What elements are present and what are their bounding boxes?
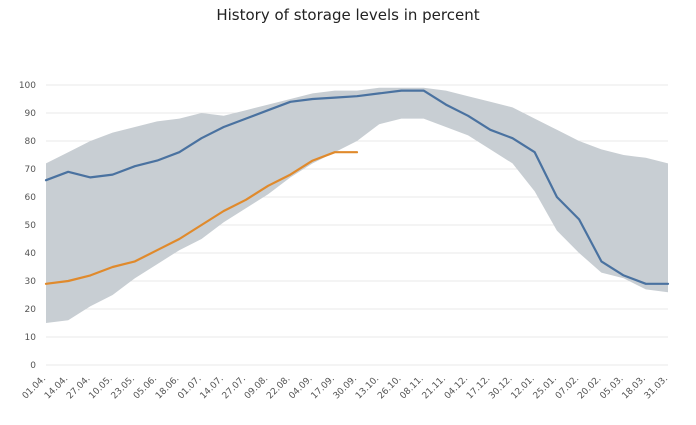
x-tick-label: 14.04.	[43, 374, 70, 401]
data-point	[200, 224, 203, 226]
x-tick-label: 22.08.	[265, 374, 292, 401]
x-tick-label: 01.04.	[21, 374, 48, 401]
data-point	[311, 159, 314, 162]
x-tick-label: 08.11.	[398, 374, 425, 401]
data-point	[134, 165, 136, 167]
y-tick-label: 100	[19, 81, 36, 91]
data-point	[222, 210, 225, 212]
data-point	[111, 266, 114, 268]
chart-title: History of storage levels in percent	[216, 6, 480, 24]
x-tick-label: 07.02.	[554, 374, 581, 401]
data-point	[467, 115, 469, 117]
x-tick-label: 30.12.	[487, 374, 514, 401]
y-tick-label: 80	[25, 137, 37, 147]
data-point	[378, 92, 381, 95]
y-tick-label: 60	[25, 193, 37, 203]
data-point	[533, 151, 536, 153]
data-point	[134, 260, 136, 263]
data-point	[67, 280, 69, 282]
data-point	[178, 238, 181, 240]
x-tick-label: 05.03.	[598, 374, 625, 401]
data-point	[267, 185, 269, 187]
y-axis: 0 10 20 30 40 50 60 70 80 90 100	[19, 81, 36, 371]
x-tick-label: 09.08.	[243, 374, 270, 401]
y-tick-label: 20	[25, 305, 37, 315]
data-point	[178, 151, 181, 153]
data-point	[222, 126, 225, 128]
x-tick-label: 12.01.	[510, 374, 537, 401]
x-tick-label: 01.07.	[176, 374, 203, 401]
data-point	[622, 274, 625, 277]
data-point	[600, 260, 603, 263]
x-tick-label: 25.01.	[532, 374, 559, 401]
data-point	[445, 103, 447, 106]
data-point	[334, 96, 336, 99]
x-tick-label: 26.10.	[376, 374, 403, 401]
x-tick-label: 18.03.	[621, 374, 648, 401]
data-point	[556, 196, 558, 198]
data-point	[200, 137, 203, 139]
x-tick-label: 17.09.	[310, 374, 337, 401]
data-point	[356, 151, 358, 153]
data-point	[289, 173, 292, 176]
data-point	[45, 179, 47, 181]
x-tick-label: 13.10.	[354, 374, 381, 401]
y-tick-label: 70	[25, 165, 37, 175]
data-point	[89, 274, 92, 277]
range-band-layer	[46, 87, 668, 323]
y-tick-label: 30	[25, 277, 37, 287]
data-point	[245, 117, 247, 120]
x-tick-label: 14.07.	[199, 374, 226, 401]
data-point	[400, 89, 403, 92]
data-point	[667, 283, 669, 285]
x-tick-label: 23.05.	[110, 374, 137, 401]
series-layer	[44, 89, 670, 285]
data-point	[645, 283, 647, 285]
range-band	[46, 87, 668, 323]
y-tick-label: 40	[25, 249, 37, 259]
data-point	[511, 137, 514, 139]
data-point	[334, 151, 336, 153]
data-point	[111, 173, 114, 176]
data-point	[45, 283, 47, 285]
data-point	[245, 199, 247, 201]
x-tick-label: 20.02.	[576, 374, 603, 401]
x-tick-label: 31.03.	[643, 374, 670, 401]
y-tick-label: 0	[30, 361, 36, 371]
data-point	[156, 249, 158, 251]
y-tick-label: 90	[25, 109, 37, 119]
x-axis: 01.04.14.04.27.04.10.05.23.05.05.06.18.0…	[21, 374, 670, 401]
x-tick-label: 21.11.	[421, 374, 448, 401]
y-tick-label: 10	[25, 333, 37, 343]
x-tick-label: 05.06.	[132, 374, 159, 401]
x-tick-label: 04.09.	[287, 374, 314, 401]
x-tick-label: 30.09.	[332, 374, 359, 401]
data-point	[89, 176, 92, 179]
data-point	[267, 109, 269, 111]
y-tick-label: 50	[25, 221, 37, 231]
data-point	[289, 101, 292, 103]
x-tick-label: 10.05.	[87, 374, 114, 401]
x-tick-label: 27.04.	[65, 374, 92, 401]
x-tick-label: 18.06.	[154, 374, 181, 401]
data-point	[489, 129, 492, 131]
x-tick-label: 04.12.	[443, 374, 470, 401]
data-point	[578, 218, 580, 221]
data-point	[67, 171, 69, 173]
x-tick-label: 27.07.	[221, 374, 248, 401]
data-point	[311, 98, 314, 100]
data-point	[356, 95, 358, 97]
x-tick-label: 17.12.	[465, 374, 492, 401]
data-point	[156, 159, 158, 162]
data-point	[422, 89, 425, 92]
